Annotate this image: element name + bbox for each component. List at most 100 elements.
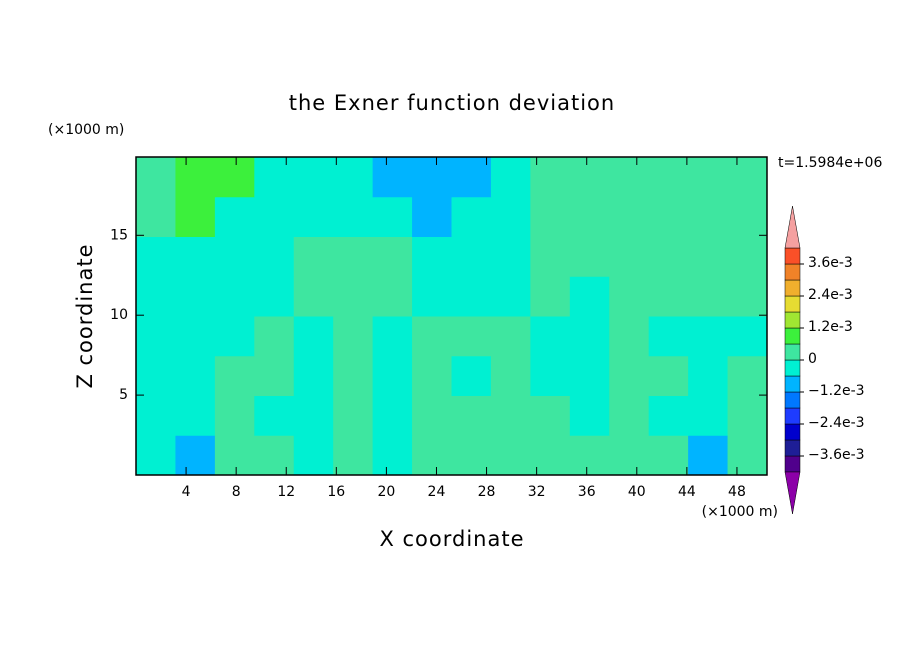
- contour-cell: [412, 196, 452, 237]
- contour-cell: [293, 157, 334, 198]
- contour-cell: [412, 236, 452, 277]
- colorbar-tick-label: 0: [808, 351, 817, 367]
- contour-cell: [333, 395, 374, 436]
- contour-cell: [214, 435, 255, 476]
- contour-cell: [451, 236, 492, 277]
- x-tick-label: 8: [232, 484, 241, 500]
- contour-cell: [293, 355, 334, 396]
- contour-cell: [254, 196, 295, 237]
- colorbar-box: [784, 423, 801, 441]
- contour-cell: [136, 196, 176, 237]
- contour-cell: [609, 236, 650, 277]
- contour-cell: [214, 316, 255, 357]
- contour-cell: [372, 276, 413, 317]
- contour-cell: [530, 395, 571, 436]
- contour-cell: [175, 435, 216, 476]
- colorbar-box: [784, 439, 801, 457]
- contour-cell: [727, 236, 768, 277]
- contour-cell: [688, 157, 729, 198]
- colorbar-box: [784, 343, 801, 361]
- contour-cell: [136, 316, 176, 357]
- contour-cell: [136, 236, 176, 277]
- contour-cell: [609, 435, 650, 476]
- colorbar-over: [784, 205, 801, 249]
- x-tick-label: 32: [528, 484, 546, 500]
- contour-cell: [569, 276, 610, 317]
- contour-cell: [333, 355, 374, 396]
- x-axis-label: X coordinate: [379, 527, 524, 551]
- contour-cell: [175, 395, 216, 436]
- contour-cell: [293, 236, 334, 277]
- contour-cell: [293, 196, 334, 237]
- contour-cell: [490, 276, 531, 317]
- contour-cell: [688, 435, 729, 476]
- x-tick-label: 36: [578, 484, 596, 500]
- contour-cell: [648, 196, 689, 237]
- colorbar-tick-label: 1.2e-3: [808, 319, 853, 335]
- colorbar-box: [784, 295, 801, 313]
- contour-cell: [214, 236, 255, 277]
- contour-cell: [175, 196, 216, 237]
- contour-cell: [214, 355, 255, 396]
- contour-cell: [254, 276, 295, 317]
- contour-cell: [412, 395, 452, 436]
- contour-cell: [412, 157, 452, 198]
- contour-cell: [490, 355, 531, 396]
- y-tick-label: 5: [119, 387, 128, 403]
- plot-frame: [135, 156, 768, 476]
- colorbar-tick-label: −3.6e-3: [808, 447, 865, 463]
- contour-cell: [727, 355, 768, 396]
- contour-cell: [727, 157, 768, 198]
- contour-cell: [727, 276, 768, 317]
- colorbar-box: [784, 263, 801, 281]
- contour-cell: [333, 316, 374, 357]
- contour-cell: [688, 316, 729, 357]
- contour-cell: [175, 355, 216, 396]
- contour-cell: [569, 435, 610, 476]
- contour-cell: [688, 355, 729, 396]
- x-tick-label: 28: [478, 484, 496, 500]
- colorbar-box: [784, 311, 801, 329]
- contour-cell: [372, 316, 413, 357]
- x-tick-label: 20: [377, 484, 395, 500]
- x-tick-label: 16: [327, 484, 345, 500]
- contour-cell: [451, 316, 492, 357]
- contour-cell: [688, 395, 729, 436]
- colorbar-under: [784, 471, 801, 515]
- contour-cell: [214, 157, 255, 198]
- y-axis-label: Z coordinate: [73, 243, 97, 388]
- contour-cell: [136, 276, 176, 317]
- contour-cell: [530, 316, 571, 357]
- contour-cell: [727, 316, 768, 357]
- x-tick-label: 24: [428, 484, 446, 500]
- colorbar-box: [784, 407, 801, 425]
- contour-cell: [688, 276, 729, 317]
- contour-cell: [490, 196, 531, 237]
- contour-cell: [372, 355, 413, 396]
- contour-cell: [451, 276, 492, 317]
- colorbar-box: [784, 247, 801, 265]
- colorbar-tick-label: 3.6e-3: [808, 255, 853, 271]
- contour-cell: [609, 276, 650, 317]
- contour-cell: [569, 316, 610, 357]
- contour-cell: [333, 276, 374, 317]
- y-tick-label: 15: [110, 227, 128, 243]
- contour-cell: [569, 157, 610, 198]
- contour-cell: [609, 316, 650, 357]
- contour-cell: [412, 316, 452, 357]
- contour-cell: [136, 435, 176, 476]
- contour-cell: [412, 276, 452, 317]
- contour-cell: [451, 196, 492, 237]
- contour-cell: [451, 355, 492, 396]
- contour-cell: [254, 395, 295, 436]
- contour-cell: [175, 316, 216, 357]
- contour-cell: [648, 236, 689, 277]
- contour-cell: [490, 236, 531, 277]
- chart-title: the Exner function deviation: [289, 91, 615, 115]
- contour-cell: [136, 157, 176, 198]
- contour-cell: [254, 157, 295, 198]
- contour-cell: [727, 395, 768, 436]
- contour-cell: [412, 355, 452, 396]
- contour-cell: [372, 395, 413, 436]
